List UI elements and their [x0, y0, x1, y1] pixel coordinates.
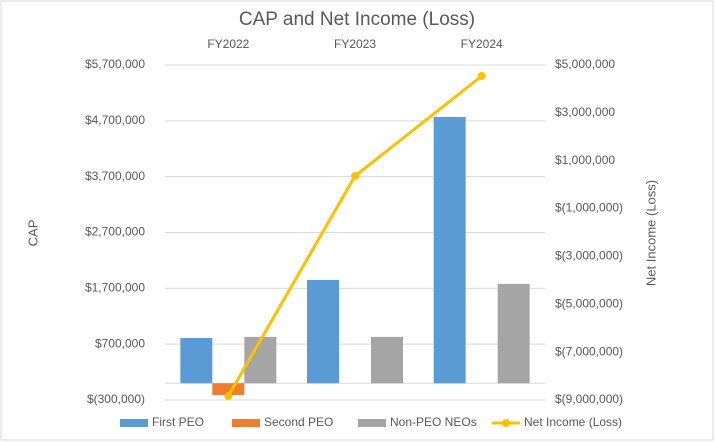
y-tick-label: $(300,000): [87, 392, 145, 406]
bar: [212, 383, 245, 395]
legend-swatch: [358, 419, 386, 427]
y2-tick-label: $(1,000,000): [555, 201, 623, 215]
bar: [180, 338, 213, 384]
bar: [497, 283, 530, 384]
legend-swatch: [502, 419, 510, 427]
y-tick-label: $700,000: [95, 336, 145, 350]
y-tick-label: $5,700,000: [85, 57, 145, 71]
legend-swatch: [120, 419, 148, 427]
y-tick-label: $3,700,000: [85, 169, 145, 183]
legend-label: First PEO: [152, 415, 204, 429]
line-point: [224, 391, 233, 400]
legend-swatch: [232, 419, 260, 427]
legend-label: Non-PEO NEOs: [390, 415, 477, 429]
x-tick-label: FY2023: [334, 37, 376, 51]
y2-tick-label: $(7,000,000): [555, 344, 623, 358]
legend-label: Net Income (Loss): [524, 415, 622, 429]
y2-tick-label: $5,000,000: [555, 57, 615, 71]
y-tick-label: $1,700,000: [85, 281, 145, 295]
line-point: [477, 72, 486, 81]
y2-tick-label: $1,000,000: [555, 153, 615, 167]
y-tick-label: $2,700,000: [85, 225, 145, 239]
chart-title: CAP and Net Income (Loss): [239, 9, 475, 30]
bar: [433, 116, 466, 384]
bar: [371, 336, 403, 384]
y2-tick-label: $(5,000,000): [555, 296, 623, 310]
y2-axis-title: Net Income (Loss): [643, 180, 658, 286]
x-tick-label: FY2024: [461, 37, 503, 51]
y2-tick-label: $(9,000,000): [555, 392, 623, 406]
x-tick-label: FY2022: [207, 37, 249, 51]
line-point: [351, 172, 359, 181]
bar: [307, 279, 339, 384]
y-axis-title: CAP: [25, 220, 40, 247]
legend-label: Second PEO: [264, 415, 333, 429]
y-tick-label: $4,700,000: [85, 113, 145, 127]
y2-tick-label: $3,000,000: [555, 105, 615, 119]
y2-tick-label: $(3,000,000): [555, 249, 623, 263]
